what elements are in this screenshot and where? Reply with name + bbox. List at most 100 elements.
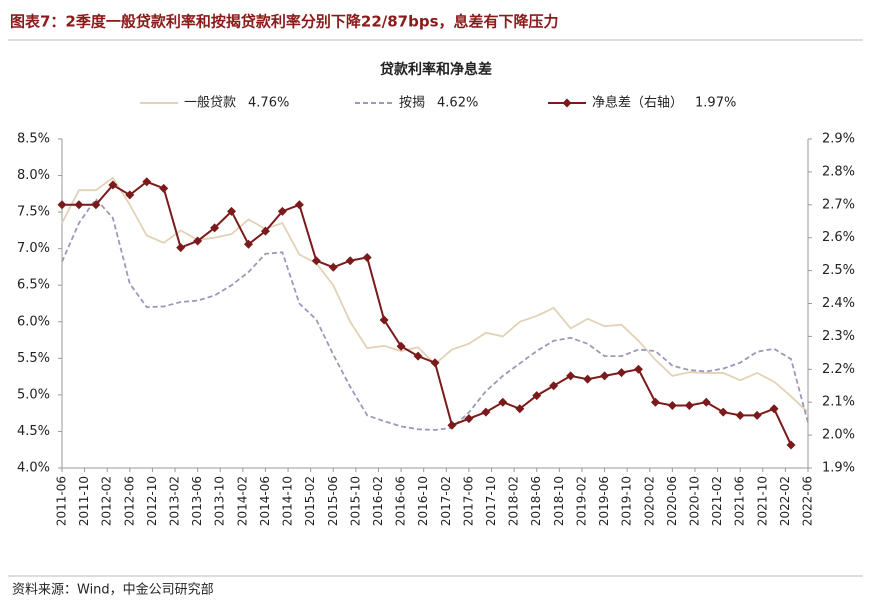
y-tick-label: 4.0% [17, 461, 50, 476]
marker [413, 351, 423, 361]
y-tick-label: 8.5% [17, 132, 50, 147]
x-tick-label: 2012-10 [145, 476, 159, 526]
marker [735, 410, 745, 420]
series-line [61, 176, 809, 414]
y2-tick-label: 2.9% [822, 132, 855, 147]
marker [311, 256, 321, 266]
x-tick-label: 2016-02 [371, 476, 385, 526]
x-tick-label: 2017-06 [461, 476, 475, 526]
marker [260, 226, 270, 236]
x-tick-label: 2021-06 [733, 476, 747, 526]
marker [464, 414, 474, 424]
y2-tick-label: 2.1% [822, 395, 855, 410]
series-line [62, 180, 792, 446]
marker [159, 183, 169, 193]
y2-tick-label: 2.2% [822, 362, 855, 377]
x-tick-label: 2019-06 [597, 476, 611, 526]
y-tick-label: 4.5% [17, 424, 50, 439]
x-tick-label: 2013-10 [213, 476, 227, 526]
marker [210, 223, 220, 233]
x-tick-label: 2022-06 [801, 476, 815, 526]
x-tick-label: 2020-06 [665, 476, 679, 526]
marker [57, 200, 67, 210]
x-tick-label: 2011-06 [55, 476, 69, 526]
y2-tick-label: 2.3% [822, 329, 855, 344]
y-tick-label: 6.0% [17, 314, 50, 329]
x-tick-label: 2014-02 [235, 476, 249, 526]
y-tick-label: 6.5% [17, 278, 50, 293]
x-tick-label: 2021-10 [755, 476, 769, 526]
marker [244, 239, 253, 249]
source: 资料来源：Wind，中金公司研究部 [12, 582, 214, 598]
x-tick-label: 2017-02 [439, 476, 453, 526]
marker [633, 364, 643, 374]
y-tick-label: 7.0% [17, 241, 50, 256]
marker [769, 404, 779, 414]
marker [193, 236, 203, 246]
x-tick-label: 2018-02 [507, 476, 521, 526]
marker [430, 358, 440, 368]
marker [328, 262, 338, 272]
marker [294, 200, 304, 210]
marker [515, 404, 525, 414]
x-tick-label: 2021-02 [710, 476, 724, 526]
x-tick-label: 2015-02 [303, 476, 317, 526]
marker [142, 177, 152, 187]
marker [277, 206, 287, 216]
legend-value: 4.76% [248, 96, 289, 111]
marker [362, 252, 372, 262]
chart-title: 贷款利率和净息差 [380, 61, 492, 78]
marker [532, 391, 542, 401]
y2-tick-label: 2.5% [822, 263, 855, 278]
y-tick-label: 7.5% [17, 205, 50, 220]
x-tick-label: 2019-10 [620, 476, 634, 526]
marker [752, 410, 762, 420]
marker [481, 407, 491, 417]
x-tick-label: 2012-02 [100, 476, 114, 526]
marker [701, 397, 711, 407]
legend-label: 净息差（右轴） [592, 95, 683, 111]
x-tick-label: 2018-06 [529, 476, 543, 526]
y-tick-label: 8.0% [17, 168, 50, 183]
marker [125, 190, 135, 200]
x-tick-label: 2019-02 [574, 476, 588, 526]
marker [650, 397, 660, 407]
marker [379, 315, 389, 325]
y2-tick-label: 2.0% [822, 428, 855, 443]
marker [498, 397, 508, 407]
x-tick-label: 2017-10 [484, 476, 498, 526]
marker [447, 420, 457, 430]
marker [74, 200, 84, 210]
x-tick-label: 2013-02 [168, 476, 182, 526]
marker [718, 407, 728, 417]
marker [549, 381, 559, 391]
legend-marker [562, 98, 572, 108]
y-tick-label: 5.0% [17, 387, 50, 402]
y2-tick-label: 1.9% [822, 461, 855, 476]
marker [176, 243, 186, 253]
marker [600, 371, 610, 381]
x-tick-label: 2016-06 [394, 476, 408, 526]
marker [667, 400, 677, 410]
legend-value: 4.62% [437, 96, 478, 111]
marker [227, 206, 237, 216]
marker [684, 400, 694, 410]
x-tick-label: 2022-02 [778, 476, 792, 526]
series-line [61, 197, 809, 431]
x-tick-label: 2014-06 [258, 476, 272, 526]
x-tick-label: 2018-10 [552, 476, 566, 526]
x-tick-label: 2016-10 [416, 476, 430, 526]
marker [396, 341, 406, 351]
y2-tick-label: 2.7% [822, 197, 855, 212]
marker [566, 371, 576, 381]
y2-tick-label: 2.4% [822, 296, 855, 311]
x-tick-label: 2015-06 [326, 476, 340, 526]
marker [786, 440, 796, 450]
y-tick-label: 5.5% [17, 351, 50, 366]
marker [617, 368, 626, 378]
page-title: 图表7：2季度一般贷款利率和按揭贷款利率分别下降22/87bps，息差有下降压力 [10, 13, 559, 31]
legend-value: 1.97% [695, 96, 736, 111]
legend-label: 一般贷款 [184, 95, 236, 111]
marker [583, 374, 593, 384]
